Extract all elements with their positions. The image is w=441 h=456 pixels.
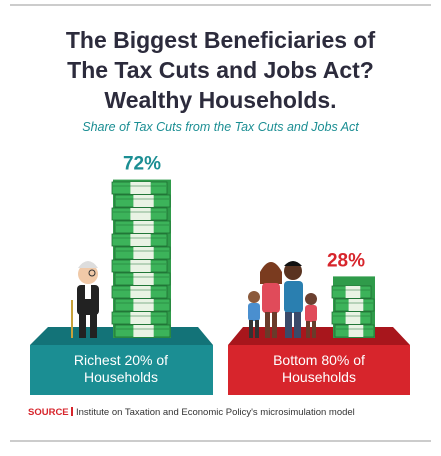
chart-title: The Biggest Beneficiaries of [65, 27, 376, 53]
money-bundles [331, 285, 375, 338]
platform [30, 345, 213, 395]
value-label: 72% [123, 154, 161, 175]
chart-subtitle: Share of Tax Cuts from the Tax Cuts and … [82, 120, 359, 134]
source-label: SOURCE [28, 407, 69, 418]
separator [71, 407, 74, 416]
category-label: Bottom 80% of Households [273, 352, 365, 385]
category-label: Richest 20% of Households [73, 352, 169, 385]
money-bundles [111, 181, 171, 338]
chart-title: Wealthy Households. [104, 87, 337, 113]
rich-man-icon [71, 261, 99, 338]
value-label: 28% [327, 250, 365, 271]
platform [228, 345, 410, 395]
family-icon [248, 261, 317, 338]
source-text: Institute on Taxation and Economic Polic… [75, 407, 355, 418]
source: SOURCE Institute on Taxation and Economi… [28, 407, 355, 418]
chart-title: The Tax Cuts and Jobs Act? [67, 57, 374, 83]
